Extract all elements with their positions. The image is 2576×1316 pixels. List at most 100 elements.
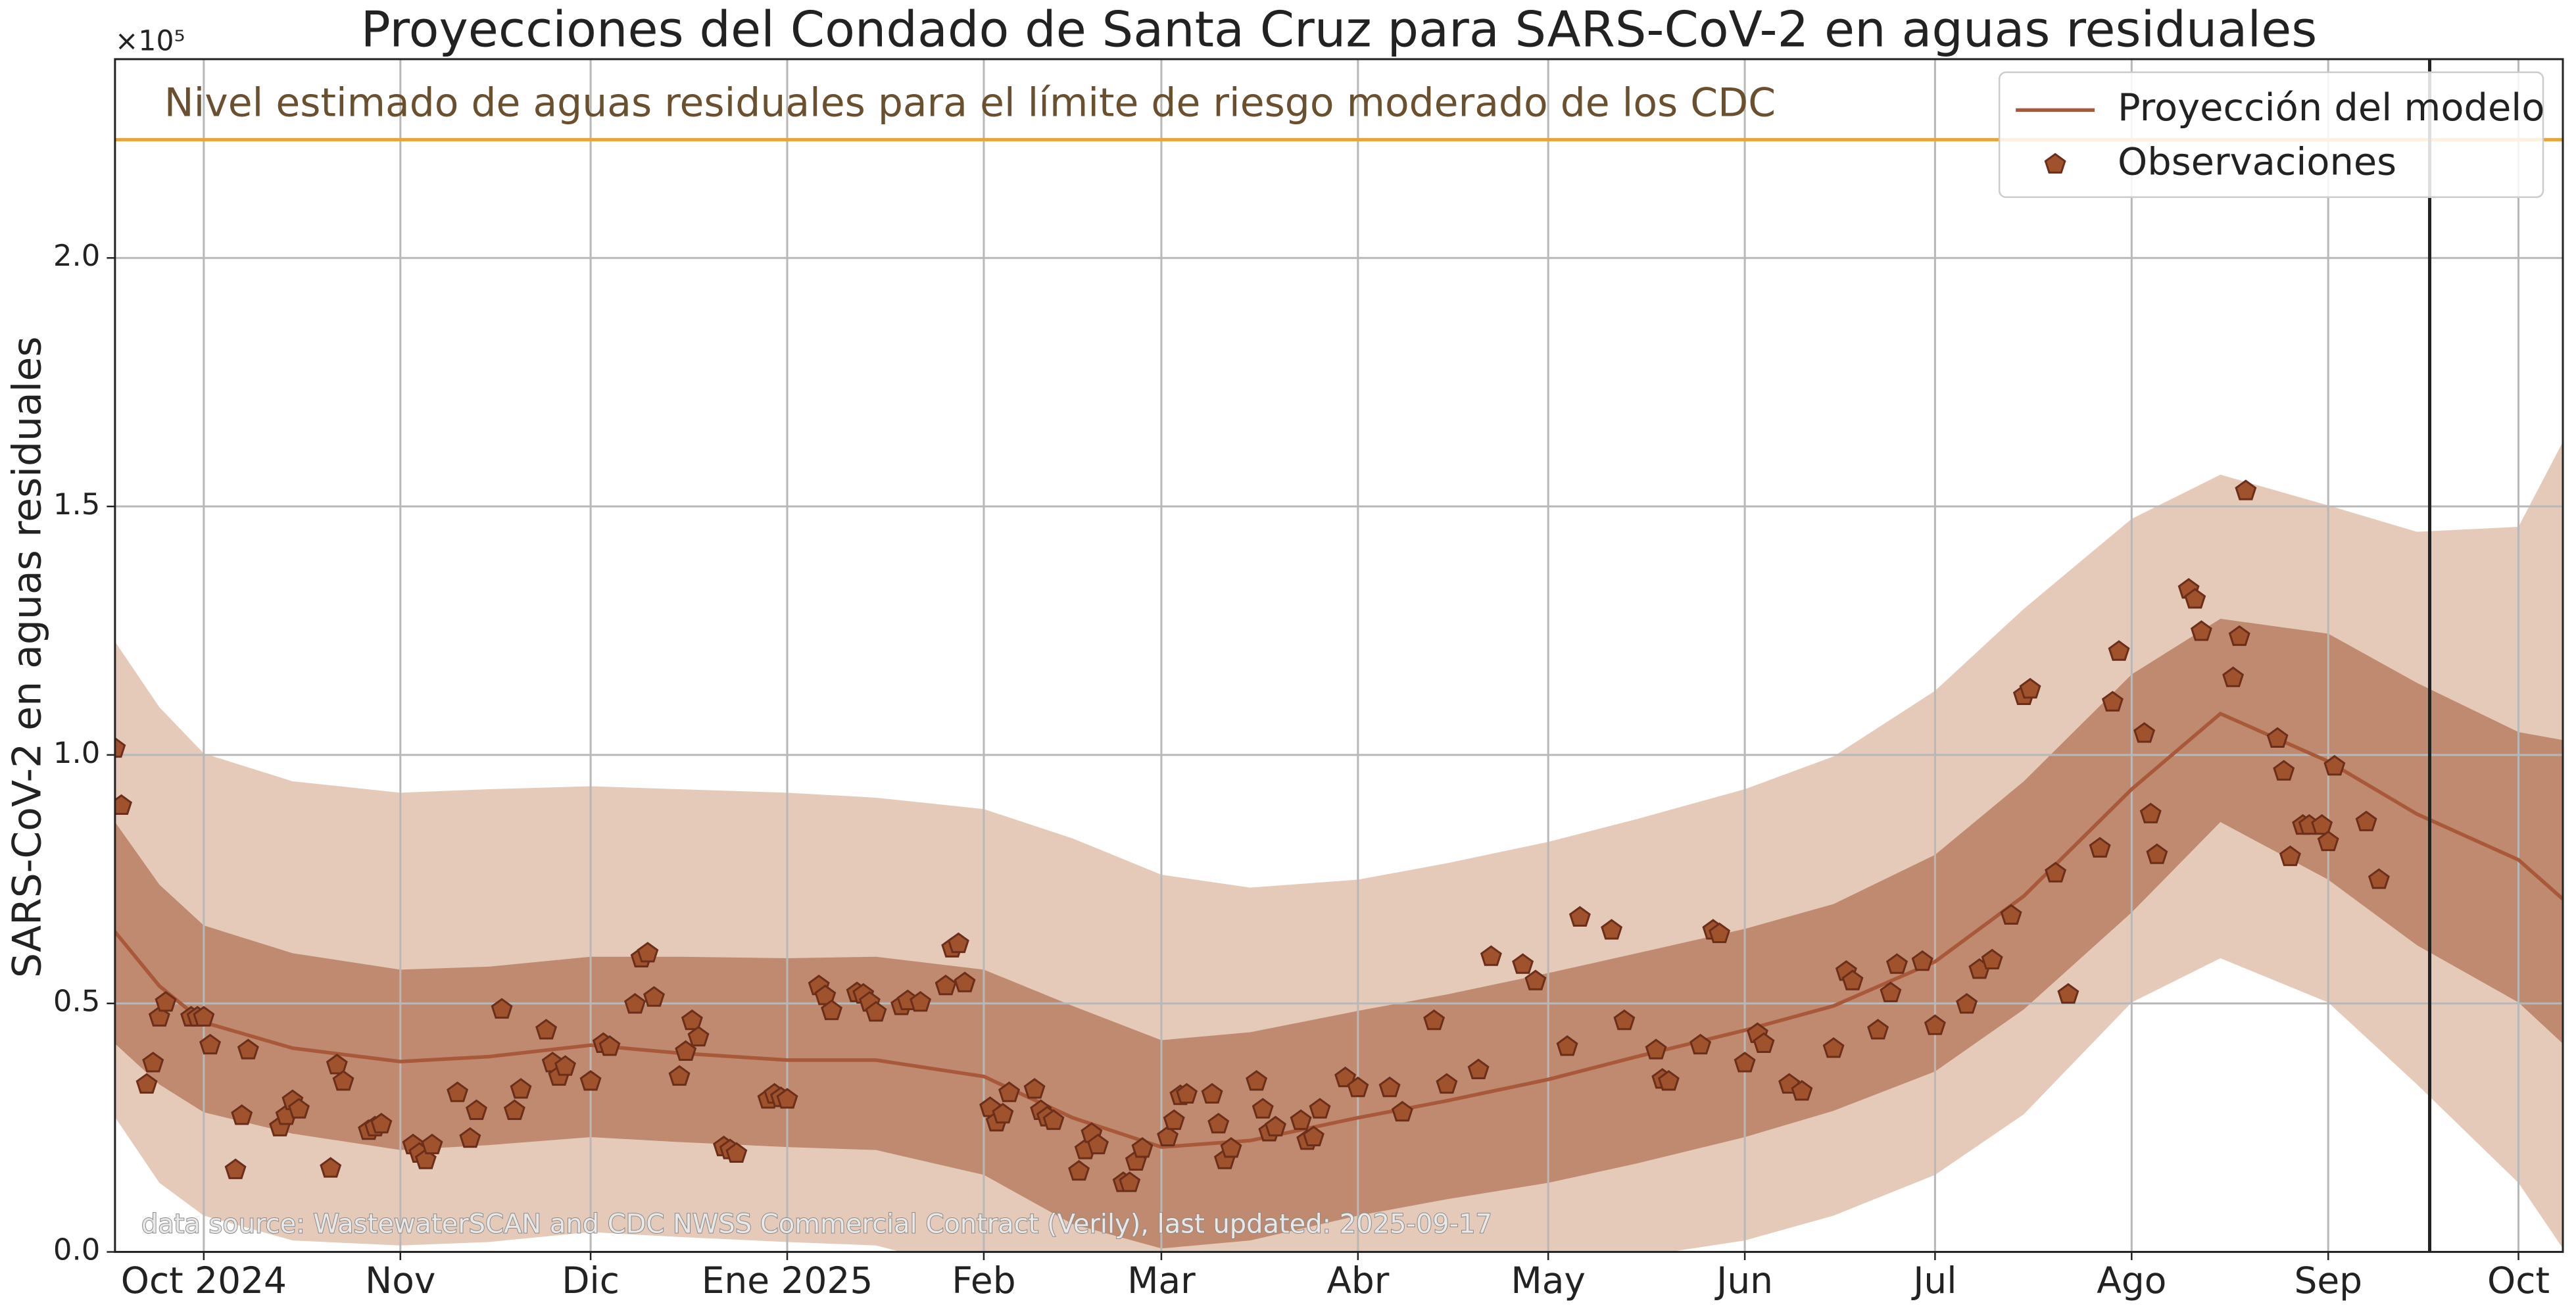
observation-point bbox=[1176, 1083, 1198, 1104]
observation-point bbox=[1347, 1076, 1369, 1098]
x-tick-label: Feb bbox=[952, 1259, 1015, 1302]
observation-point bbox=[2045, 862, 2067, 883]
observation-point bbox=[1087, 1133, 1109, 1155]
observation-point bbox=[681, 1009, 703, 1031]
observation-point bbox=[624, 992, 646, 1014]
observation-point bbox=[2000, 904, 2022, 925]
observation-point bbox=[992, 1102, 1014, 1124]
observation-point bbox=[675, 1040, 697, 1061]
observation-point bbox=[1436, 1073, 1458, 1094]
x-tick-label: Abr bbox=[1326, 1259, 1389, 1302]
chart-title: Proyecciones del Condado de Santa Cruz p… bbox=[361, 0, 2318, 58]
observation-point bbox=[2190, 620, 2212, 641]
observation-point bbox=[598, 1035, 621, 1056]
plot-frame bbox=[114, 58, 2564, 1254]
x-tick-label: Sep bbox=[2294, 1259, 2362, 1302]
observation-point bbox=[114, 737, 126, 758]
observation-point bbox=[2108, 640, 2130, 661]
observation-point bbox=[865, 1000, 887, 1022]
y-tick-label: 1.5 bbox=[53, 487, 101, 522]
observation-point bbox=[1131, 1137, 1154, 1158]
observation-point bbox=[1613, 1009, 1636, 1031]
y-axis-label: SARS-CoV-2 en aguas residuales bbox=[5, 336, 51, 978]
observation-point bbox=[155, 990, 177, 1012]
x-tick-label: Mar bbox=[1127, 1259, 1196, 1302]
observation-point bbox=[231, 1104, 253, 1125]
observation-point bbox=[954, 971, 976, 992]
observation-point bbox=[2228, 625, 2250, 646]
plot-area bbox=[114, 59, 2564, 1252]
observation-point bbox=[1556, 1035, 1578, 1056]
observation-point bbox=[1645, 1038, 1667, 1060]
observation-point bbox=[199, 1033, 222, 1055]
observation-point bbox=[2323, 754, 2346, 776]
observation-point bbox=[1601, 919, 1623, 940]
observation-point bbox=[1023, 1078, 1046, 1099]
observation-point bbox=[1886, 953, 1908, 974]
y-tick-label: 0.0 bbox=[53, 1232, 101, 1267]
observation-point bbox=[643, 986, 666, 1007]
observation-point bbox=[1753, 1032, 1775, 1053]
observation-point bbox=[1956, 992, 1978, 1014]
observation-point bbox=[2317, 830, 2339, 852]
observation-point bbox=[1791, 1080, 1813, 1101]
legend-label: Proyección del modelo bbox=[2118, 85, 2544, 130]
observation-point bbox=[1163, 1109, 1185, 1131]
observation-point bbox=[332, 1070, 354, 1091]
observation-point bbox=[2133, 722, 2156, 743]
observation-point bbox=[1822, 1037, 1845, 1058]
observation-point bbox=[2273, 760, 2295, 781]
observation-point bbox=[1841, 969, 1864, 990]
observation-point bbox=[1423, 1009, 1446, 1031]
observation-point bbox=[414, 1148, 437, 1169]
observation-point bbox=[1568, 906, 1591, 927]
observation-point bbox=[1480, 945, 1502, 966]
observation-point bbox=[2266, 727, 2289, 748]
observation-point bbox=[2184, 588, 2206, 609]
y-tick-label: 2.0 bbox=[53, 238, 101, 273]
observation-point bbox=[1068, 1159, 1090, 1181]
observation-point bbox=[370, 1113, 393, 1134]
x-tick-label: Ene 2025 bbox=[702, 1259, 873, 1302]
observation-point bbox=[491, 998, 513, 1019]
observation-point bbox=[1924, 1014, 1946, 1035]
x-tick-label: Oct 2024 bbox=[121, 1259, 287, 1302]
observation-point bbox=[2089, 837, 2111, 858]
x-tick-label: Jun bbox=[1714, 1259, 1773, 1302]
observation-point bbox=[1867, 1019, 1889, 1040]
observation-point bbox=[1689, 1033, 1712, 1055]
observation-point bbox=[1981, 948, 2003, 970]
observation-point bbox=[193, 1006, 215, 1027]
legend-box bbox=[1998, 71, 2544, 199]
observation-point bbox=[1157, 1125, 1179, 1147]
observation-point bbox=[1709, 922, 1730, 943]
observation-point bbox=[2222, 666, 2245, 687]
y-tick-label: 1.0 bbox=[53, 735, 101, 770]
observation-point bbox=[1657, 1070, 1680, 1091]
observation-point bbox=[1290, 1109, 1312, 1131]
x-tick-label: Jul bbox=[1911, 1259, 1956, 1302]
observation-point bbox=[1220, 1137, 1242, 1158]
observation-point bbox=[237, 1038, 259, 1060]
source-note: data source: WastewaterSCAN and CDC NWSS… bbox=[141, 1209, 1492, 1240]
observation-point bbox=[2139, 802, 2162, 823]
observation-point bbox=[320, 1157, 342, 1178]
observation-point bbox=[510, 1078, 532, 1099]
observation-point bbox=[447, 1081, 469, 1102]
observation-point bbox=[668, 1065, 691, 1086]
observation-point bbox=[2235, 479, 2257, 500]
observation-point bbox=[687, 1025, 710, 1047]
observation-point bbox=[2019, 677, 2041, 699]
x-tick-label: Oct bbox=[2487, 1259, 2550, 1302]
observation-point bbox=[947, 932, 969, 954]
observation-point bbox=[1524, 969, 1547, 990]
observation-point bbox=[135, 1073, 158, 1094]
observation-point bbox=[2311, 814, 2333, 835]
observation-point bbox=[1265, 1115, 1287, 1136]
observation-point bbox=[910, 990, 932, 1012]
observation-point bbox=[2279, 845, 2301, 866]
observation-point bbox=[579, 1070, 602, 1091]
observation-point bbox=[142, 1052, 164, 1073]
observation-point bbox=[1378, 1076, 1401, 1098]
